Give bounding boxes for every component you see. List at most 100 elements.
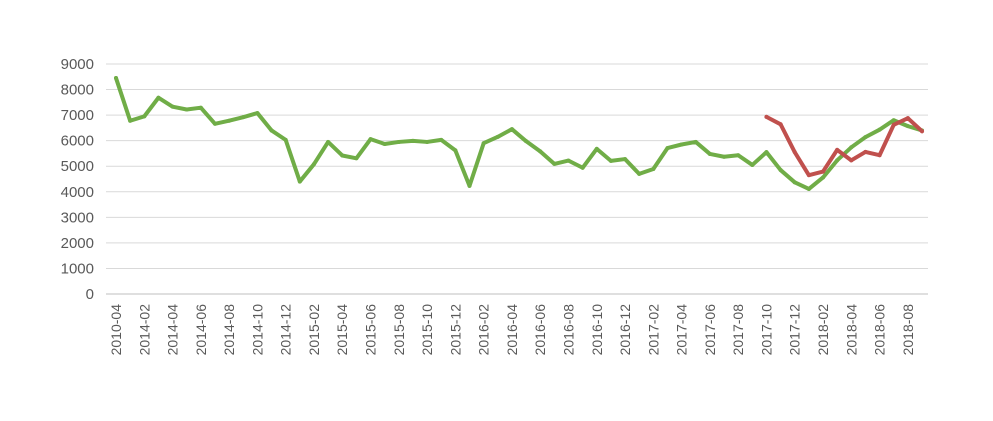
data-point [425,139,430,144]
x-tick-label: 2016-06 [532,304,548,356]
y-tick-label: 8000 [61,82,94,99]
data-point [354,156,359,161]
x-tick-label: 2014-06 [193,304,209,356]
data-point [623,157,628,162]
y-tick-label: 7000 [61,107,94,124]
data-point [707,151,712,156]
data-point [835,147,840,152]
data-point [891,118,896,123]
y-tick-label: 0 [86,286,94,303]
data-point [552,161,557,166]
data-point [198,105,203,110]
data-point [255,111,260,116]
y-tick-label: 2000 [61,235,94,252]
data-point [806,173,811,178]
data-point [849,145,854,150]
data-point [524,139,529,144]
data-point [792,180,797,185]
data-point [142,114,147,119]
x-tick-label: 2017-08 [730,304,746,356]
y-tick-label: 5000 [61,158,94,175]
data-point [693,139,698,144]
series-lines [114,76,924,191]
data-point [863,135,868,140]
x-tick-label: 2016-02 [476,304,492,356]
x-tick-label: 2014-08 [221,304,237,356]
data-point [764,150,769,155]
data-point [170,104,175,109]
data-point [849,158,854,163]
x-tick-label: 2015-02 [306,304,322,356]
data-point [114,76,118,81]
data-point [806,186,811,191]
data-point [128,118,133,123]
data-point [891,122,896,127]
data-point [439,137,444,142]
x-tick-label: 2015-04 [334,304,350,356]
data-point [509,127,514,132]
data-point [368,137,373,142]
x-tick-label: 2016-10 [589,304,605,356]
x-tick-label: 2015-10 [419,304,435,356]
data-point [608,158,613,163]
y-tick-label: 6000 [61,133,94,150]
data-point [382,141,387,146]
x-tick-label: 2017-02 [645,304,661,356]
x-axis-tick-labels: 2010-04 2014-02 2014-04 2014-06 2014-08 2014-… [108,304,916,356]
data-point [481,141,486,146]
x-tick-label: 2014-12 [278,304,294,356]
x-tick-label: 2018-08 [900,304,916,356]
data-point [594,146,599,151]
data-point [269,128,274,133]
x-tick-label: 2017-04 [674,304,690,356]
x-tick-label: 2017-10 [758,304,774,356]
x-tick-label: 2018-06 [872,304,888,356]
gridlines [106,63,928,295]
data-point [340,153,345,158]
data-point [241,115,246,120]
x-tick-label: 2016-12 [617,304,633,356]
data-point [297,179,302,184]
data-point [821,175,826,180]
x-tick-label: 2015-08 [391,304,407,356]
x-tick-label: 2018-02 [815,304,831,356]
data-point [227,118,232,123]
data-point [495,134,500,139]
x-tick-label: 2017-12 [787,304,803,356]
x-tick-label: 2017-06 [702,304,718,356]
data-point [311,162,316,167]
data-point [283,137,288,142]
data-point [792,150,797,155]
x-tick-label: 2015-12 [447,304,463,356]
data-point [920,129,924,134]
x-tick-label: 2014-02 [136,304,152,356]
data-point [184,107,189,112]
data-point [566,158,571,163]
y-tick-label: 3000 [61,209,94,226]
x-tick-label: 2018-04 [843,304,859,356]
data-point [722,154,727,159]
data-point [580,165,585,170]
data-point [396,139,401,144]
data-point [905,124,910,129]
data-point [778,168,783,173]
data-point [821,169,826,174]
data-point [665,146,670,151]
data-point [750,162,755,167]
x-tick-label: 2010-04 [108,304,124,356]
data-point [410,138,415,143]
data-point [156,95,161,100]
data-point [651,167,656,172]
data-point [453,148,458,153]
data-point [877,153,882,158]
x-tick-label: 2016-04 [504,304,520,356]
data-point [736,153,741,158]
data-point [326,139,331,144]
y-tick-label: 4000 [61,184,94,201]
x-tick-label: 2015-06 [363,304,379,356]
x-tick-label: 2014-04 [165,304,181,356]
y-tick-label: 1000 [61,260,94,277]
data-point [637,171,642,176]
